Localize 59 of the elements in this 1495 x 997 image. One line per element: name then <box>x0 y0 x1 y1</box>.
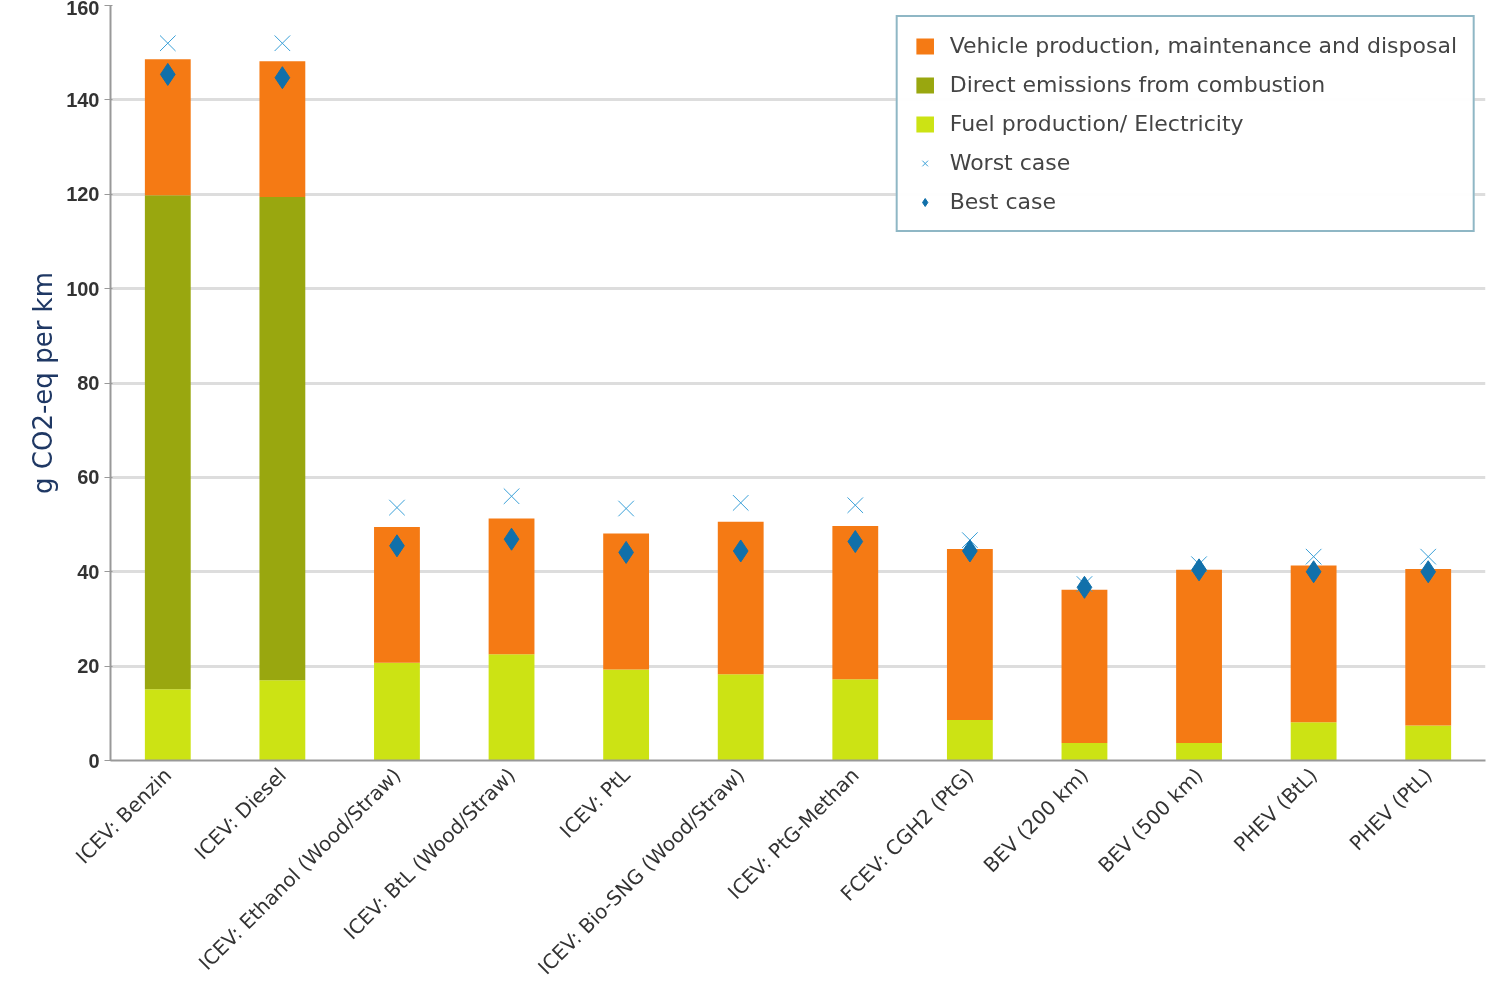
bar <box>144 689 191 761</box>
y-tick-label: 160 <box>66 0 100 19</box>
bar <box>259 197 306 681</box>
bar <box>259 680 306 761</box>
bar <box>1290 565 1337 723</box>
point <box>732 494 749 512</box>
point <box>159 62 176 86</box>
legend-label: Vehicle production, maintenance and disposal <box>949 33 1457 58</box>
bar <box>946 719 993 761</box>
y-tick-label: 120 <box>66 183 100 206</box>
bar <box>374 662 420 761</box>
point <box>503 527 520 551</box>
legend-label: Best case <box>949 189 1056 214</box>
bar <box>1176 743 1222 761</box>
bar <box>717 521 764 675</box>
bar <box>488 654 535 761</box>
bar <box>374 526 420 663</box>
point <box>1305 560 1322 584</box>
y-tick-label: 60 <box>77 466 100 489</box>
y-tick-label: 40 <box>77 560 100 583</box>
bar <box>144 59 191 196</box>
legend-label: Fuel production/ Electricity <box>949 111 1244 136</box>
bar <box>488 518 535 655</box>
point <box>1420 560 1437 584</box>
point <box>388 499 406 516</box>
y-tick-label: 0 <box>88 749 100 772</box>
bar <box>1405 725 1452 761</box>
y-tick-label: 100 <box>66 277 100 300</box>
point <box>1305 548 1322 565</box>
point <box>274 34 291 52</box>
bar <box>1061 743 1108 761</box>
point <box>274 66 291 90</box>
point <box>503 487 520 505</box>
bar <box>603 533 650 670</box>
bar <box>603 669 650 761</box>
point <box>1076 575 1093 599</box>
bar <box>144 195 191 690</box>
point <box>159 34 177 52</box>
y-axis-title: g CO2-eq per km <box>28 272 59 494</box>
bar <box>1176 569 1222 744</box>
point <box>1419 548 1437 565</box>
point <box>617 500 635 517</box>
bar <box>1061 589 1108 744</box>
point <box>847 496 864 514</box>
bar <box>259 61 306 198</box>
legend-label: Direct emissions from combustion <box>949 72 1326 97</box>
bar <box>717 674 764 761</box>
legend-label: Worst case <box>949 150 1071 175</box>
y-tick-label: 20 <box>77 655 100 678</box>
bar <box>832 525 879 680</box>
y-tick-label: 80 <box>77 372 100 394</box>
bar <box>1405 568 1452 726</box>
bar <box>832 679 879 761</box>
point <box>732 539 749 563</box>
bar <box>946 549 993 720</box>
y-tick-label: 140 <box>66 88 100 111</box>
point <box>961 531 979 549</box>
bar <box>1290 722 1337 761</box>
point <box>847 530 864 554</box>
